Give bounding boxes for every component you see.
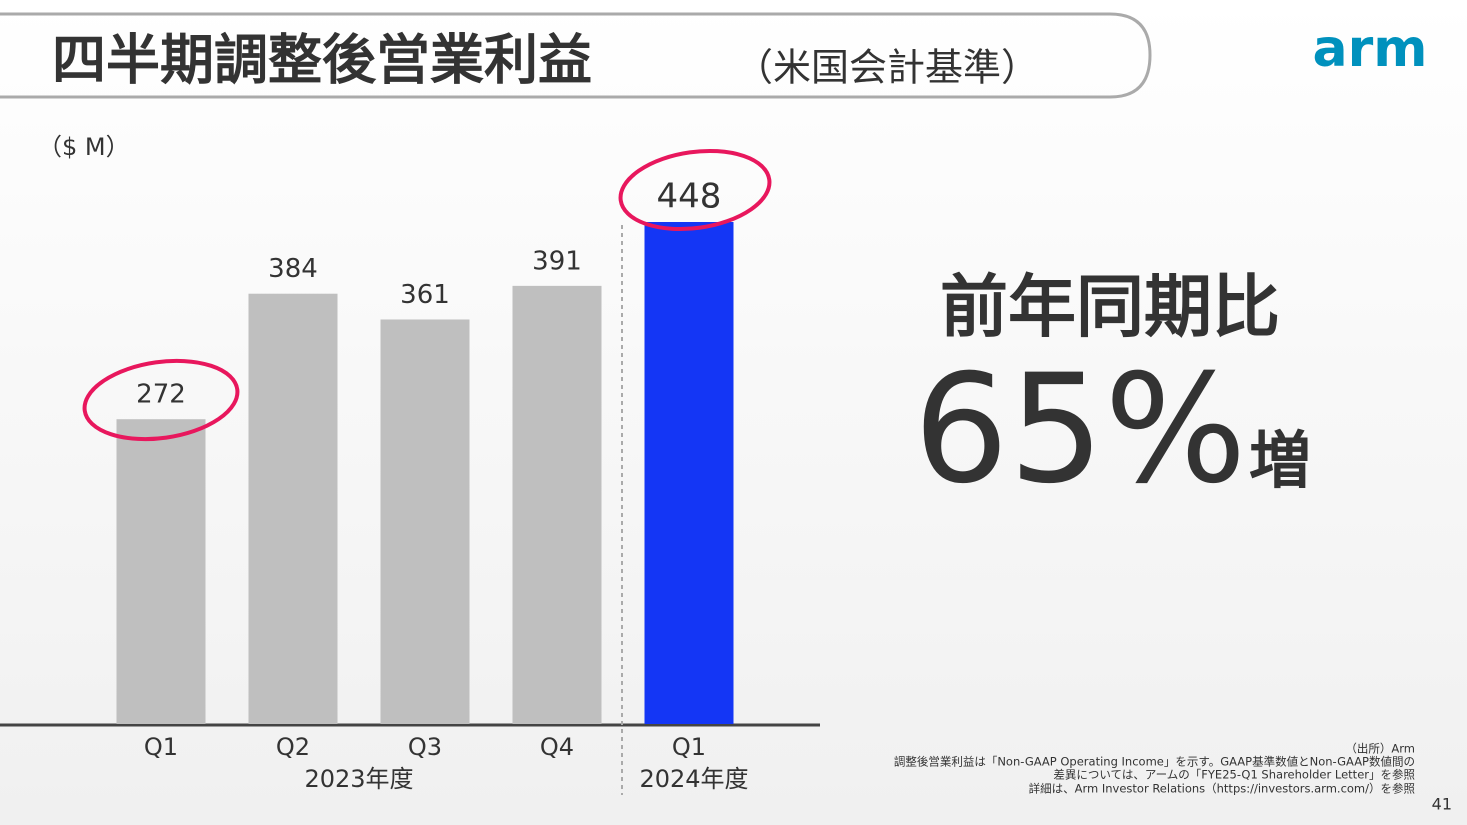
- highlight-circle: [618, 148, 772, 232]
- subtitle: （米国会計基準）: [735, 46, 1039, 90]
- group-label: 2023年度: [304, 765, 413, 793]
- bars: 272 Q1 384 Q2 361 Q3 391 Q4 448 Q1: [116, 177, 734, 761]
- footnote: 調整後営業利益は「Non-GAAP Operating Income」を示す。G…: [894, 755, 1415, 769]
- page-number: 41: [1432, 795, 1452, 814]
- headline-suffix: 増: [1249, 424, 1311, 497]
- logo: arm: [1313, 19, 1428, 79]
- value-label: 272: [136, 380, 186, 410]
- value-label: 391: [532, 246, 582, 276]
- bar: [644, 222, 734, 724]
- value-label: 384: [268, 254, 318, 284]
- x-tick-label: Q1: [144, 733, 178, 761]
- title-frame: [0, 12, 1152, 99]
- value-label: 361: [400, 280, 450, 310]
- x-tick-label: Q3: [408, 733, 442, 761]
- highlight-circle: [82, 358, 240, 442]
- bar: [116, 419, 206, 724]
- x-tick-label: Q1: [672, 733, 706, 761]
- footnote: 差異については、アームの「FYE25-Q1 Shareholder Letter…: [1053, 768, 1415, 782]
- bar: [248, 293, 338, 724]
- unit-label: （$ M）: [38, 133, 130, 161]
- footnote: （出所）Arm: [1345, 742, 1415, 756]
- footnote: 詳細は、Arm Investor Relations（https://inves…: [1029, 782, 1415, 796]
- headline-value: 65%: [913, 343, 1246, 517]
- value-label: 448: [657, 177, 722, 217]
- group-label: 2024年度: [639, 765, 748, 793]
- bar: [512, 285, 602, 724]
- title: 四半期調整後営業利益: [52, 29, 592, 92]
- x-tick-label: Q2: [276, 733, 310, 761]
- x-tick-label: Q4: [540, 733, 574, 761]
- headline-label: 前年同期比: [940, 269, 1280, 348]
- bar: [380, 319, 470, 724]
